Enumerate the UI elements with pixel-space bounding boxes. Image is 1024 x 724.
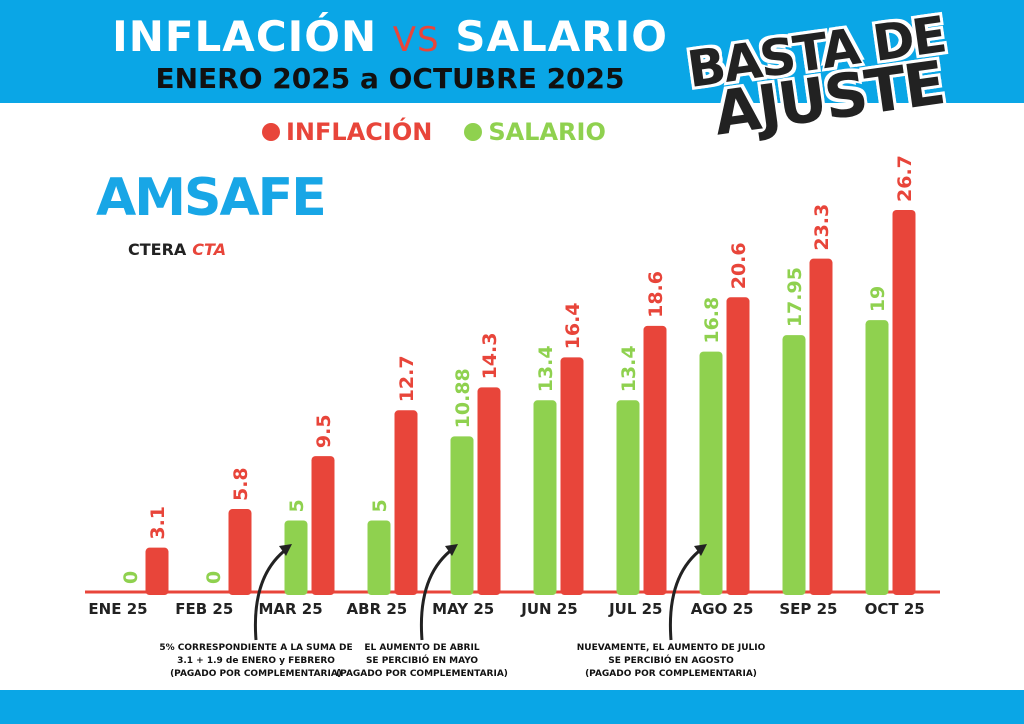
legend-label: INFLACIÓN — [286, 118, 433, 146]
salario-value-label: 10.88 — [452, 368, 474, 428]
salario-value-label: 5 — [286, 499, 308, 512]
x-tick-label: JUN 25 — [520, 600, 577, 618]
salario-bar — [284, 520, 308, 595]
inflacion-value-label: 16.4 — [562, 302, 584, 349]
salario-bar — [450, 436, 474, 595]
salario-bar — [533, 400, 557, 595]
salario-value-label: 0 — [203, 571, 225, 584]
annotation-note: EL AUMENTO DE ABRIL SE PERCIBIÓ EN MAYO (P… — [312, 642, 532, 681]
x-tick-label: JUL 25 — [608, 600, 662, 618]
salario-value-label: 17.95 — [784, 267, 806, 327]
salario-bar — [782, 335, 806, 595]
salario-bar — [699, 351, 723, 595]
annotation-arrow — [668, 546, 704, 641]
x-tick-label: ENE 25 — [88, 600, 147, 618]
x-tick-label: SEP 25 — [779, 600, 837, 618]
inflacion-bar — [145, 547, 169, 595]
salario-value-label: 13.4 — [535, 345, 557, 392]
amsafe-logo: AMSAFE — [96, 168, 327, 228]
chart-title: INFLACIÓN VS SALARIO — [0, 12, 780, 61]
inflacion-value-label: 20.6 — [728, 242, 750, 289]
x-tick-label: OCT 25 — [865, 600, 925, 618]
annotation-line: (PAGADO POR COMPLEMENTARIA) — [336, 669, 508, 679]
title-salario: SALARIO — [455, 12, 668, 61]
annotation-arrow — [253, 546, 289, 641]
annotation-line: 3.1 + 1.9 de ENERO y FEBRERO — [177, 656, 335, 666]
annotation-arrow — [419, 546, 455, 641]
salario-value-label: 0 — [120, 571, 142, 584]
inflacion-bar — [228, 509, 252, 595]
annotation-line: SE PERCIBIÓ EN AGOSTO — [608, 656, 734, 666]
inflacion-bar — [560, 357, 584, 595]
inflacion-value-label: 12.7 — [396, 355, 418, 402]
salario-value-label: 5 — [369, 499, 391, 512]
salario-value-label: 19 — [867, 286, 889, 312]
legend-label: SALARIO — [488, 118, 606, 146]
annotation-line: 5% CORRESPONDIENTE A LA SUMA DE — [159, 643, 353, 653]
inflacion-value-label: 5.8 — [230, 467, 252, 501]
title-inflacion: INFLACIÓN — [112, 12, 378, 61]
arrowhead-icon — [445, 544, 458, 556]
footer-band — [0, 690, 1024, 724]
salario-bar — [616, 400, 640, 595]
x-tick-label: FEB 25 — [175, 600, 233, 618]
chart-subtitle: ENERO 2025 a OCTUBRE 2025 — [155, 62, 625, 95]
annotation-line: (PAGADO POR COMPLEMENTARIA) — [585, 669, 757, 679]
x-tick-label: ABR 25 — [347, 600, 408, 618]
x-tick-label: MAY 25 — [432, 600, 494, 618]
red-dot-icon — [262, 123, 280, 141]
ctera-logo: CTERA — [128, 240, 187, 259]
salario-bar — [865, 320, 889, 595]
annotation-note: NUEVAMENTE, EL AUMENTO DE JULIO SE PERCIB… — [561, 642, 781, 681]
inflacion-bar — [809, 258, 833, 595]
annotation-line: (PAGADO POR COMPLEMENTARIA) — [170, 669, 342, 679]
salario-bar — [367, 520, 391, 595]
ctera-cta-logo: CTERA CTA — [128, 240, 226, 259]
salario-value-label: 16.8 — [701, 297, 723, 344]
x-tick-label: MAR 25 — [259, 600, 323, 618]
inflacion-value-label: 3.1 — [147, 506, 169, 540]
annotation-note: 5% CORRESPONDIENTE A LA SUMA DE 3.1 + 1.9… — [146, 642, 366, 681]
inflacion-bar — [726, 297, 750, 595]
x-tick-label: AGO 25 — [691, 600, 754, 618]
title-vs: VS — [392, 20, 440, 60]
inflacion-bar — [643, 325, 667, 595]
annotation-line: SE PERCIBIÓ EN MAYO — [365, 656, 479, 666]
arrowhead-icon — [694, 544, 707, 556]
inflacion-bar — [311, 456, 335, 595]
annotation-line: EL AUMENTO DE ABRIL — [364, 643, 480, 653]
salario-value-label: 13.4 — [618, 345, 640, 392]
inflacion-bar — [477, 387, 501, 595]
inflacion-value-label: 9.5 — [313, 414, 335, 448]
inflacion-value-label: 18.6 — [645, 271, 667, 318]
inflacion-value-label: 14.3 — [479, 333, 501, 380]
legend-item-salario: SALARIO — [464, 118, 606, 146]
legend-item-inflacion: INFLACIÓN — [262, 118, 432, 146]
inflacion-value-label: 23.3 — [811, 204, 833, 251]
legend: INFLACIÓN SALARIO — [262, 118, 606, 146]
annotation-line: NUEVAMENTE, EL AUMENTO DE JULIO — [576, 643, 766, 653]
inflacion-value-label: 26.7 — [894, 155, 916, 202]
inflacion-bar — [394, 410, 418, 595]
green-dot-icon — [464, 123, 483, 141]
header-band — [0, 0, 1024, 103]
inflacion-bar — [892, 210, 916, 595]
arrowhead-icon — [279, 544, 292, 556]
cta-logo: CTA — [192, 240, 227, 259]
